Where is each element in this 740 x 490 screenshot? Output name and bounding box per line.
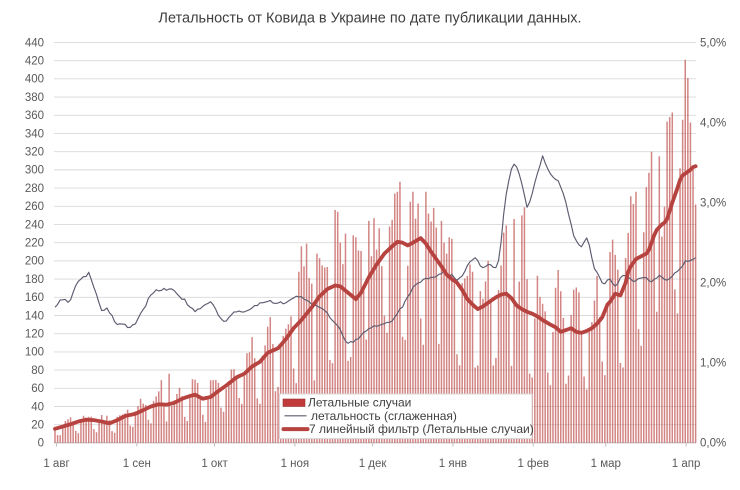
svg-text:380: 380 bbox=[25, 92, 44, 104]
svg-text:260: 260 bbox=[25, 201, 44, 213]
svg-text:320: 320 bbox=[25, 146, 44, 158]
svg-text:1 фев: 1 фев bbox=[517, 458, 549, 470]
svg-text:3,0%: 3,0% bbox=[700, 197, 726, 209]
svg-text:0: 0 bbox=[38, 438, 44, 450]
svg-text:300: 300 bbox=[25, 165, 44, 177]
svg-text:20: 20 bbox=[31, 420, 44, 432]
svg-text:1 янв: 1 янв bbox=[439, 458, 467, 470]
svg-text:120: 120 bbox=[25, 328, 44, 340]
svg-text:2,0%: 2,0% bbox=[700, 278, 726, 290]
svg-text:40: 40 bbox=[31, 401, 44, 413]
svg-text:100: 100 bbox=[25, 347, 44, 359]
svg-text:0,0%: 0,0% bbox=[700, 438, 726, 450]
svg-text:1 мар: 1 мар bbox=[591, 458, 621, 470]
svg-text:60: 60 bbox=[31, 383, 44, 395]
svg-text:Летальные случаи: Летальные случаи bbox=[308, 396, 411, 410]
svg-text:220: 220 bbox=[25, 237, 44, 249]
svg-text:160: 160 bbox=[25, 292, 44, 304]
svg-text:80: 80 bbox=[31, 365, 44, 377]
svg-text:360: 360 bbox=[25, 110, 44, 122]
svg-text:1 окт: 1 окт bbox=[201, 458, 228, 470]
svg-text:летальность (сглаженная): летальность (сглаженная) bbox=[311, 409, 457, 423]
svg-text:1 дек: 1 дек bbox=[359, 458, 388, 470]
svg-text:140: 140 bbox=[25, 310, 44, 322]
svg-text:Летальность от Ковида в Украин: Летальность от Ковида в Украине по дате … bbox=[158, 11, 581, 27]
svg-text:5,0%: 5,0% bbox=[700, 37, 726, 49]
svg-text:200: 200 bbox=[25, 256, 44, 268]
svg-text:7 линейный фильтр (Летальные с: 7 линейный фильтр (Летальные случаи) bbox=[309, 422, 534, 436]
svg-text:1 ноя: 1 ноя bbox=[281, 458, 310, 470]
svg-text:1 апр: 1 апр bbox=[672, 458, 701, 470]
svg-text:420: 420 bbox=[25, 55, 44, 67]
svg-text:180: 180 bbox=[25, 274, 44, 286]
svg-text:340: 340 bbox=[25, 128, 44, 140]
svg-text:400: 400 bbox=[25, 74, 44, 86]
svg-text:240: 240 bbox=[25, 219, 44, 231]
svg-text:1 авг: 1 авг bbox=[43, 458, 69, 470]
svg-text:440: 440 bbox=[25, 37, 44, 49]
svg-text:280: 280 bbox=[25, 183, 44, 195]
svg-text:1 сен: 1 сен bbox=[123, 458, 151, 470]
svg-text:1,0%: 1,0% bbox=[700, 358, 726, 370]
svg-text:4,0%: 4,0% bbox=[700, 117, 726, 129]
